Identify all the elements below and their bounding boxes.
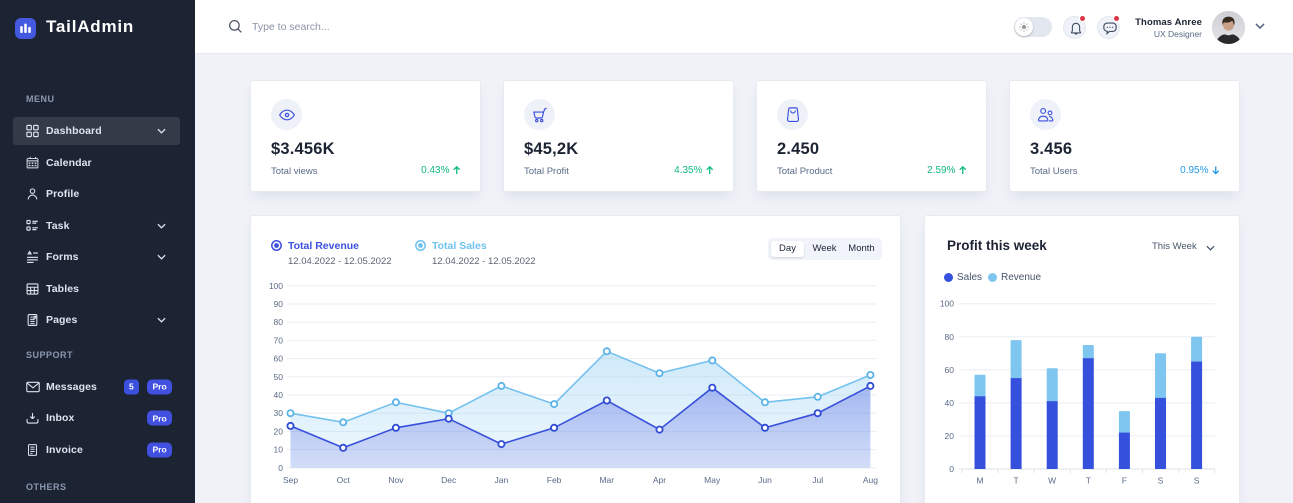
- svg-text:S: S: [1158, 476, 1164, 486]
- svg-text:M: M: [976, 476, 983, 486]
- svg-text:Feb: Feb: [547, 475, 562, 485]
- svg-text:100: 100: [940, 299, 954, 309]
- svg-text:10: 10: [274, 445, 284, 455]
- svg-text:Dec: Dec: [441, 475, 457, 485]
- svg-text:Jan: Jan: [495, 475, 509, 485]
- svg-text:T: T: [1013, 476, 1018, 486]
- svg-text:Jul: Jul: [812, 475, 823, 485]
- svg-text:70: 70: [274, 335, 284, 345]
- svg-text:30: 30: [274, 408, 284, 418]
- svg-text:0: 0: [949, 464, 954, 474]
- svg-text:Jun: Jun: [758, 475, 772, 485]
- svg-text:T: T: [1086, 476, 1091, 486]
- svg-text:40: 40: [274, 390, 284, 400]
- svg-text:20: 20: [274, 426, 284, 436]
- svg-text:100: 100: [269, 281, 283, 291]
- svg-text:Aug: Aug: [863, 475, 878, 485]
- svg-text:S: S: [1194, 476, 1200, 486]
- svg-text:20: 20: [945, 431, 955, 441]
- svg-text:80: 80: [945, 332, 955, 342]
- svg-text:Nov: Nov: [388, 475, 404, 485]
- svg-text:50: 50: [274, 372, 284, 382]
- svg-text:90: 90: [274, 299, 284, 309]
- svg-text:F: F: [1122, 476, 1127, 486]
- svg-text:Mar: Mar: [599, 475, 614, 485]
- svg-text:May: May: [704, 475, 721, 485]
- svg-text:Sep: Sep: [283, 475, 298, 485]
- svg-text:60: 60: [274, 354, 284, 364]
- svg-text:0: 0: [278, 463, 283, 473]
- svg-text:Oct: Oct: [337, 475, 351, 485]
- svg-text:60: 60: [945, 365, 955, 375]
- svg-text:Apr: Apr: [653, 475, 666, 485]
- svg-text:W: W: [1048, 476, 1056, 486]
- svg-text:40: 40: [945, 398, 955, 408]
- svg-text:80: 80: [274, 317, 284, 327]
